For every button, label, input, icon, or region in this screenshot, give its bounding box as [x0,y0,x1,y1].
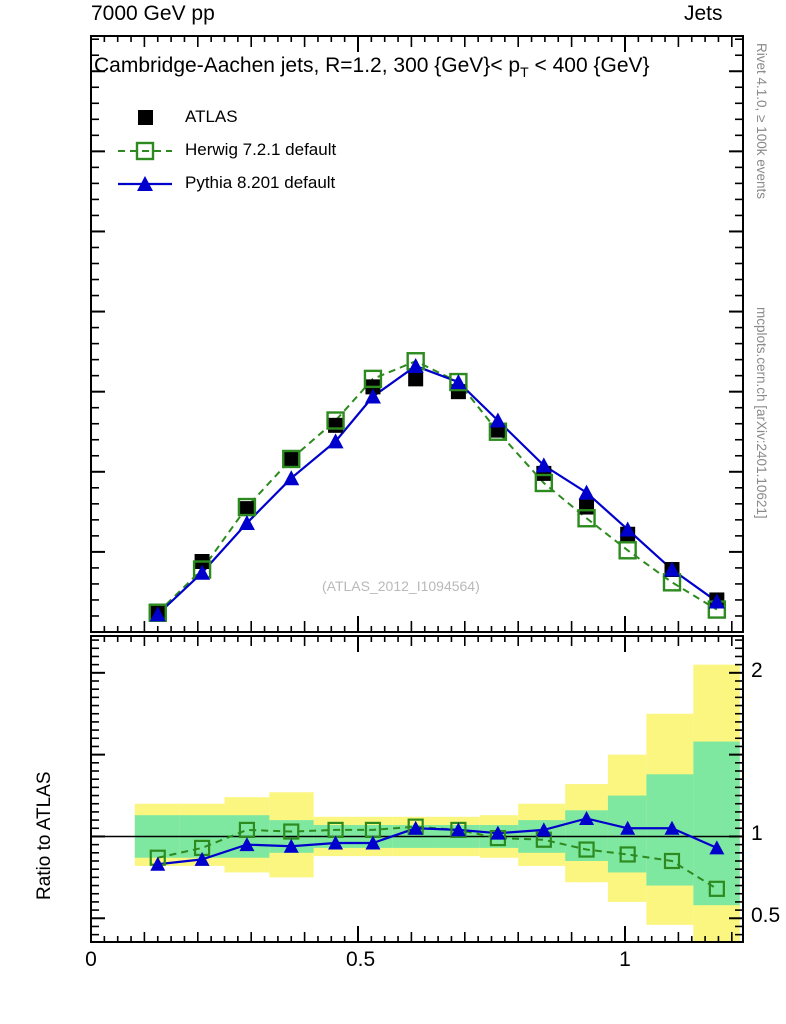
main-marker-atlas [328,417,344,433]
x-tick-label: 0 [85,948,97,971]
ratio-marker-herwig [619,846,636,863]
main-marker-pythia [708,593,725,609]
main-series-herwig-line [157,360,718,614]
ratio-marker-pythia [579,810,595,825]
ratio-band-inner [693,741,740,906]
ratio-marker-herwig [283,823,300,840]
header-right: Jets [684,2,723,25]
main-marker-herwig [363,369,383,389]
main-marker-herwig [326,411,345,430]
main-marker-pythia [364,388,381,404]
main-frame [90,35,744,633]
main-marker-pythia [283,470,300,486]
plot-title-main: Cambridge-Aachen jets, R=1.2, 300 {GeV}<… [94,54,521,77]
legend-label-pythia: Pythia 8.201 default [185,173,336,192]
ratio-marker-pythia [620,820,636,835]
ratio-marker-herwig [578,841,595,858]
legend-marker-herwig [135,141,155,161]
ratio-marker-pythia [490,825,506,840]
main-marker-pythia [663,561,680,577]
ratio-marker-pythia [150,856,166,871]
ratio-marker-pythia [408,820,424,835]
main-marker-pythia [535,457,552,473]
ratio-series-pythia-line [157,817,718,866]
ratio-marker-pythia [709,840,725,855]
x-tick-label: 0.5 [346,948,376,971]
main-marker-herwig [577,509,596,528]
plot-title-tail: < 400 {GeV} [528,54,650,77]
main-marker-atlas [283,451,299,467]
main-marker-herwig [618,541,637,560]
ratio-marker-herwig [663,852,681,870]
legend-marker-pythia [137,176,153,191]
ratio-marker-pythia [283,838,299,853]
main-marker-pythia [489,412,506,428]
ratio-marker-pythia [664,820,680,835]
main-marker-pythia [619,521,636,537]
ratio-marker-herwig [708,880,725,897]
ratio-marker-pythia [450,822,466,837]
main-marker-pythia [450,374,467,390]
ratio-y-tick-label-right: 2 [751,658,763,682]
plot-title: Cambridge-Aachen jets, R=1.2, 300 {GeV}<… [94,54,650,80]
ratio-marker-pythia [194,851,210,866]
main-marker-atlas [239,501,255,517]
main-marker-pythia [238,515,255,531]
ratio-frame [90,635,744,943]
main-marker-herwig [282,449,301,469]
legend-label-herwig: Herwig 7.2.1 default [185,140,337,159]
ratio-y-tick-label-right: 0.5 [751,904,781,928]
watermark: (ATLAS_2012_I1094564) [322,578,480,594]
legend-label-atlas: ATLAS [185,107,238,126]
legend-marker-atlas [138,110,153,125]
main-marker-atlas [579,499,595,515]
main-marker-pythia [194,564,211,580]
ratio-marker-pythia [239,837,255,852]
main-panel [90,35,744,633]
ratio-panel [90,635,744,943]
main-marker-pythia [149,606,166,622]
ratio-marker-pythia [365,835,381,850]
ratio-y-tick-label-right: 1 [751,822,763,846]
main-marker-herwig [534,473,554,493]
main-marker-pythia [578,484,595,500]
plot-title-subscript: T [520,64,529,80]
main-marker-pythia [407,358,424,374]
main-marker-pythia [327,433,344,449]
main-marker-herwig [237,497,257,517]
ratio-marker-pythia [328,835,344,850]
header-left: 7000 GeV pp [91,2,215,25]
main-marker-atlas [408,371,424,387]
x-tick-label: 1 [619,948,631,971]
ratio-marker-herwig [238,821,256,839]
ratio-marker-pythia [536,822,552,837]
